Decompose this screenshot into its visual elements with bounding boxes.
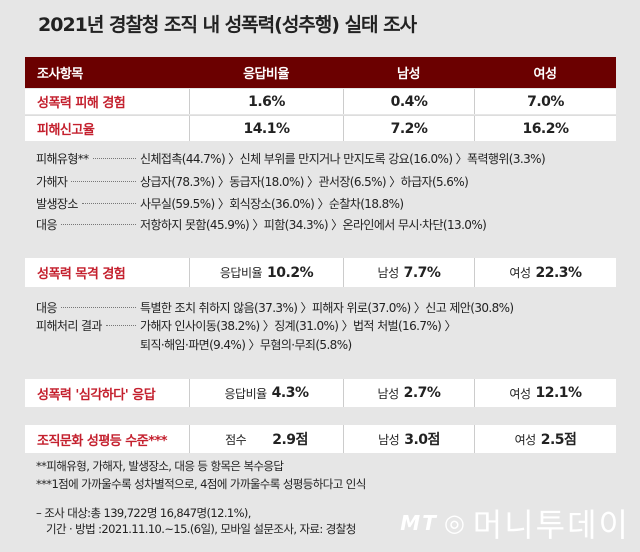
header-item: 조사항목 (37, 67, 83, 82)
total-value: 10.2% (267, 264, 314, 281)
header-female: 여성 (533, 67, 557, 82)
table-header: 조사항목 응답비율 남성 여성 (25, 57, 616, 88)
detail-line: 발생장소 사무실(59.5%) 〉회식장소(36.0%) 〉순찰차(18.8%) (36, 195, 404, 212)
detail-key: 발생장소 (36, 197, 78, 211)
header-total: 응답비율 (243, 67, 289, 82)
table-row: 피해신고율 14.1% 7.2% 16.2% (25, 115, 616, 141)
detail-line: 퇴직·해임·파면(9.4%) 〉무혐의·무죄(5.8%) (36, 336, 352, 353)
total-label: 점수 (225, 432, 247, 447)
page-title: 2021년 경찰청 조직 내 성폭력(성추행) 실태 조사 (38, 14, 417, 36)
detail-line: 가해자 상급자(78.3%) 〉동급자(18.0%) 〉관서장(6.5%) 〉하급… (36, 173, 469, 190)
row-female: 7.0% (474, 89, 616, 114)
female-label: 여성 (509, 386, 531, 401)
detail-value: 특별한 조치 취하지 않음(37.3%) 〉피해자 위로(37.0%) 〉신고 … (140, 301, 514, 315)
detail-value: 저항하지 못함(45.9%) 〉피함(34.3%) 〉온라인에서 무시·차단(1… (140, 218, 487, 232)
row-male: 0.4% (343, 89, 474, 114)
detail-key: 가해자 (36, 175, 68, 189)
footnote: **피해유형, 가해자, 발생장소, 대응 등 항목은 복수응답 (36, 459, 284, 473)
row-female: 16.2% (474, 116, 616, 141)
logo-name: 머니투데이 (472, 506, 630, 544)
detail-line: 피해유형** 신체접촉(44.7%) 〉신체 부위를 만지거나 만지도록 강요(1… (36, 150, 546, 167)
female-label: 여성 (509, 266, 531, 280)
male-value: 2.7% (403, 385, 441, 401)
male-label: 남성 (377, 386, 400, 401)
detail-value: 가해자 인사이동(38.2%) 〉징계(31.0%) 〉법적 처벌(16.7%)… (140, 319, 456, 333)
logo-mt: MT (400, 511, 438, 535)
row-label: 피해신고율 (25, 116, 189, 141)
source-line: – 조사 대상:총 139,722명 16,847명(12.1%), (36, 506, 251, 520)
row-total: 1.6% (189, 89, 343, 114)
total-value: 2.9점 (272, 432, 308, 448)
witness-label: 성폭력 목격 경험 (25, 258, 189, 287)
female-label: 여성 (514, 432, 537, 447)
row-label: 성폭력 피해 경험 (25, 89, 189, 114)
logo-mark-icon: ◎ (443, 509, 467, 537)
male-label: 남성 (377, 266, 400, 280)
female-value: 22.3% (535, 264, 583, 281)
source-line: 기간 · 방법 :2021.11.10.~15.(6일), 모바일 설문조사, … (46, 522, 356, 536)
total-label: 응답비율 (219, 266, 263, 280)
detail-line: 대응 저항하지 못함(45.9%) 〉피함(34.3%) 〉온라인에서 무시·차단… (36, 216, 487, 233)
detail-value: 퇴직·해임·파면(9.4%) 〉무혐의·무죄(5.8%) (140, 338, 352, 352)
detail-line: 피해처리 결과 가해자 인사이동(38.2%) 〉징계(31.0%) 〉법적 처벌… (36, 317, 456, 334)
row-total: 14.1% (189, 116, 343, 141)
total-value: 4.3% (271, 385, 309, 401)
detail-value: 신체접촉(44.7%) 〉신체 부위를 만지거나 만지도록 강요(16.0%) … (140, 152, 546, 166)
male-value: 7.7% (403, 264, 441, 281)
detail-value: 상급자(78.3%) 〉동급자(18.0%) 〉관서장(6.5%) 〉하급자(5… (140, 175, 469, 189)
table-row: 성폭력 피해 경험 1.6% 0.4% 7.0% (25, 89, 616, 114)
detail-line: 대응 특별한 조치 취하지 않음(37.3%) 〉피해자 위로(37.0%) 〉신… (36, 299, 514, 316)
female-value: 2.5점 (540, 432, 577, 448)
footnote: ***1점에 가까울수록 성차별적으로, 4점에 가까울수록 성평등하다고 인식 (36, 477, 366, 491)
equality-row: 조직문화 성평등 수준*** 점수 2.9점 남성 3.0점 여성 2.5점 (25, 425, 616, 453)
detail-key: 대응 (36, 301, 57, 315)
total-label: 응답비율 (224, 386, 268, 401)
serious-row: 성폭력 '심각하다' 응답 응답비율 4.3% 남성 2.7% 여성 12.1% (25, 379, 616, 407)
detail-value: 사무실(59.5%) 〉회식장소(36.0%) 〉순찰차(18.8%) (140, 197, 404, 211)
detail-key: 피해처리 결과 (36, 319, 102, 333)
equality-label: 조직문화 성평등 수준*** (25, 425, 189, 453)
female-value: 12.1% (535, 385, 583, 401)
logo: MT ◎ 머니투데이 (400, 500, 630, 546)
serious-label: 성폭력 '심각하다' 응답 (25, 379, 189, 407)
detail-key: 피해유형** (36, 152, 89, 166)
witness-row: 성폭력 목격 경험 응답비율 10.2% 남성 7.7% 여성 22.3% (25, 258, 616, 287)
male-label: 남성 (378, 432, 400, 447)
header-male: 남성 (397, 67, 420, 82)
male-value: 3.0점 (404, 432, 440, 448)
detail-key: 대응 (36, 218, 57, 232)
row-male: 7.2% (343, 116, 474, 141)
